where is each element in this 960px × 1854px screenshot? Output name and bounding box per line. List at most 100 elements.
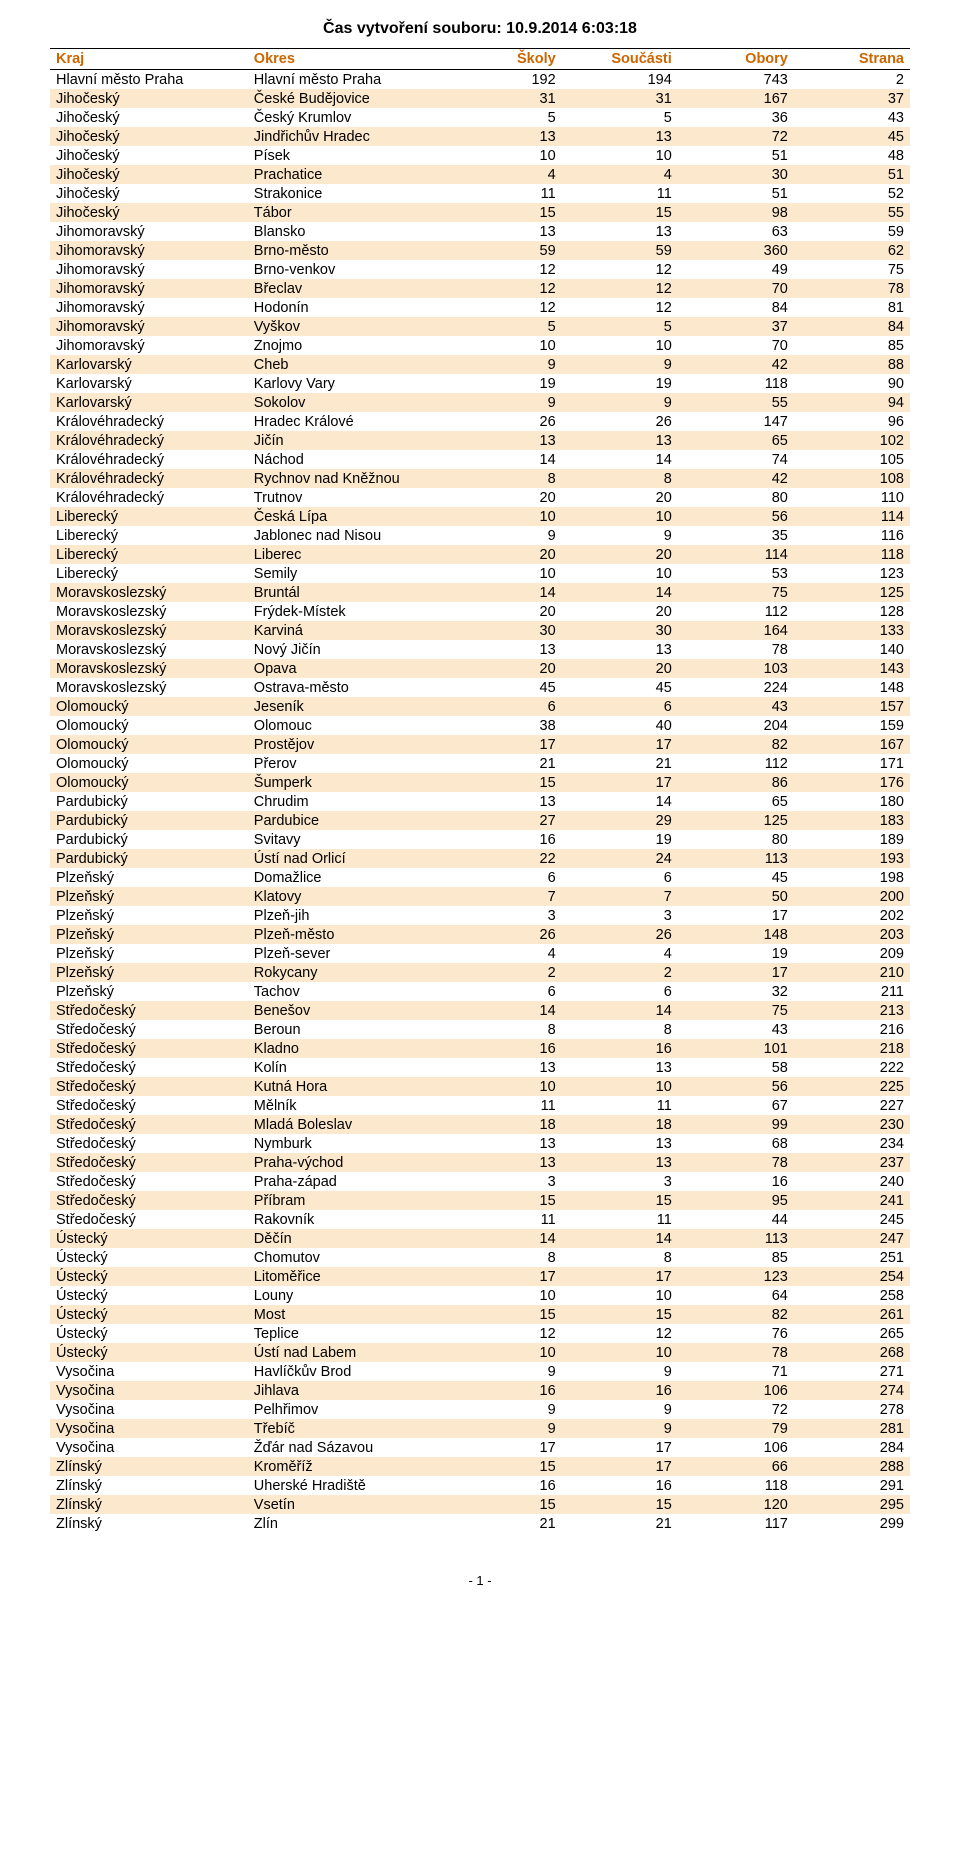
table-cell: Pardubický <box>50 792 248 811</box>
table-row: JihomoravskýVyškov553784 <box>50 317 910 336</box>
table-cell: 43 <box>678 1020 794 1039</box>
table-cell: 11 <box>446 1096 562 1115</box>
table-cell: 51 <box>678 146 794 165</box>
table-cell: 216 <box>794 1020 910 1039</box>
table-row: JihomoravskýHodonín12128481 <box>50 298 910 317</box>
page: Čas vytvoření souboru: 10.9.2014 6:03:18… <box>0 0 960 1618</box>
table-cell: 14 <box>446 450 562 469</box>
table-cell: 59 <box>794 222 910 241</box>
table-row: OlomouckýPřerov2121112171 <box>50 754 910 773</box>
table-cell: Ústecký <box>50 1286 248 1305</box>
table-row: JihomoravskýBřeclav12127078 <box>50 279 910 298</box>
table-cell: 7 <box>562 887 678 906</box>
table-cell: 55 <box>678 393 794 412</box>
table-cell: Jihomoravský <box>50 222 248 241</box>
table-cell: 78 <box>678 1153 794 1172</box>
table-cell: 31 <box>446 89 562 108</box>
table-cell: 17 <box>562 735 678 754</box>
table-cell: Jihočeský <box>50 203 248 222</box>
table-row: KarlovarskýKarlovy Vary191911890 <box>50 374 910 393</box>
table-row: StředočeskýKladno1616101218 <box>50 1039 910 1058</box>
table-cell: 8 <box>562 1020 678 1039</box>
table-cell: 360 <box>678 241 794 260</box>
table-row: KrálovéhradeckýHradec Králové262614796 <box>50 412 910 431</box>
table-cell: 9 <box>446 1400 562 1419</box>
table-cell: 4 <box>562 944 678 963</box>
table-cell: Klatovy <box>248 887 446 906</box>
table-cell: 75 <box>794 260 910 279</box>
table-row: LibereckýČeská Lípa101056114 <box>50 507 910 526</box>
table-cell: Ústecký <box>50 1229 248 1248</box>
table-cell: 78 <box>678 640 794 659</box>
table-cell: Rokycany <box>248 963 446 982</box>
table-cell: Kladno <box>248 1039 446 1058</box>
table-cell: 13 <box>446 792 562 811</box>
table-row: VysočinaJihlava1616106274 <box>50 1381 910 1400</box>
table-cell: Chrudim <box>248 792 446 811</box>
table-cell: Zlínský <box>50 1476 248 1495</box>
table-cell: Jindřichův Hradec <box>248 127 446 146</box>
table-row: PlzeňskýDomažlice6645198 <box>50 868 910 887</box>
table-cell: 78 <box>678 1343 794 1362</box>
table-row: StředočeskýNymburk131368234 <box>50 1134 910 1153</box>
table-cell: 98 <box>678 203 794 222</box>
table-cell: 16 <box>678 1172 794 1191</box>
table-cell: Tábor <box>248 203 446 222</box>
table-row: ÚsteckýLouny101064258 <box>50 1286 910 1305</box>
table-cell: 26 <box>562 412 678 431</box>
table-cell: 14 <box>446 1001 562 1020</box>
table-cell: 15 <box>562 1191 678 1210</box>
table-cell: Znojmo <box>248 336 446 355</box>
table-cell: 299 <box>794 1514 910 1533</box>
table-cell: 230 <box>794 1115 910 1134</box>
table-cell: Jihočeský <box>50 184 248 203</box>
table-row: PardubickýÚstí nad Orlicí2224113193 <box>50 849 910 868</box>
table-cell: 43 <box>678 697 794 716</box>
table-cell: Jihočeský <box>50 165 248 184</box>
table-cell: 12 <box>562 298 678 317</box>
table-row: PardubickýChrudim131465180 <box>50 792 910 811</box>
table-cell: Most <box>248 1305 446 1324</box>
table-cell: 4 <box>446 944 562 963</box>
table-cell: 3 <box>562 906 678 925</box>
table-cell: Písek <box>248 146 446 165</box>
table-cell: Pardubice <box>248 811 446 830</box>
table-cell: Plzeňský <box>50 982 248 1001</box>
table-cell: 6 <box>446 868 562 887</box>
table-row: KarlovarskýCheb994288 <box>50 355 910 374</box>
table-cell: 123 <box>678 1267 794 1286</box>
table-cell: 15 <box>446 203 562 222</box>
table-cell: Uherské Hradiště <box>248 1476 446 1495</box>
table-cell: 90 <box>794 374 910 393</box>
col-header-obory: Obory <box>678 49 794 70</box>
table-cell: 58 <box>678 1058 794 1077</box>
table-cell: Hlavní město Praha <box>248 70 446 90</box>
table-cell: 17 <box>678 963 794 982</box>
table-cell: České Budějovice <box>248 89 446 108</box>
table-cell: Středočeský <box>50 1077 248 1096</box>
table-cell: 13 <box>446 1153 562 1172</box>
table-cell: 59 <box>562 241 678 260</box>
table-cell: 278 <box>794 1400 910 1419</box>
table-cell: 17 <box>446 1267 562 1286</box>
table-row: JihočeskýČeský Krumlov553643 <box>50 108 910 127</box>
table-cell: 13 <box>446 222 562 241</box>
table-cell: Karlovy Vary <box>248 374 446 393</box>
table-cell: Beroun <box>248 1020 446 1039</box>
table-cell: 183 <box>794 811 910 830</box>
table-cell: Středočeský <box>50 1134 248 1153</box>
table-row: StředočeskýMladá Boleslav181899230 <box>50 1115 910 1134</box>
table-cell: 26 <box>446 925 562 944</box>
table-cell: 13 <box>562 222 678 241</box>
table-cell: Středočeský <box>50 1020 248 1039</box>
table-cell: Středočeský <box>50 1172 248 1191</box>
table-cell: 288 <box>794 1457 910 1476</box>
table-cell: 123 <box>794 564 910 583</box>
table-cell: Mladá Boleslav <box>248 1115 446 1134</box>
table-cell: Moravskoslezský <box>50 583 248 602</box>
table-row: JihočeskýTábor15159855 <box>50 203 910 222</box>
table-cell: 96 <box>794 412 910 431</box>
table-cell: 14 <box>562 1229 678 1248</box>
table-cell: Zlínský <box>50 1495 248 1514</box>
table-cell: 10 <box>446 1286 562 1305</box>
